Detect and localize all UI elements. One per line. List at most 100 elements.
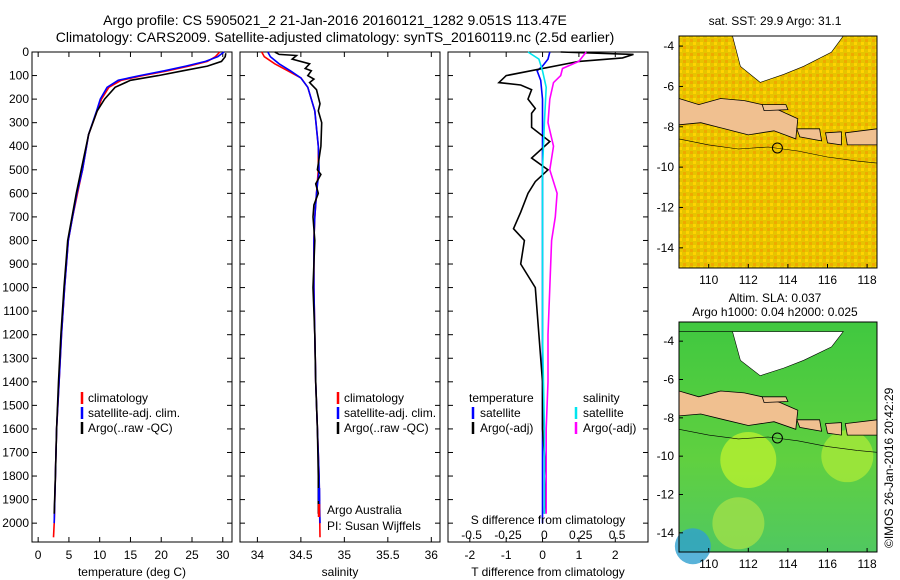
series-line	[274, 51, 323, 514]
y-tick-label: 1300	[2, 351, 29, 365]
x-tick-label: 110	[699, 557, 718, 571]
x-tick-label: 110	[699, 273, 718, 287]
y-tick-label: -8	[663, 120, 674, 134]
series-line	[53, 53, 227, 514]
x-tick-label: 112	[739, 273, 758, 287]
map-title-sst: sat. SST: 29.9 Argo: 31.1	[709, 14, 842, 28]
x-tick-label: -2	[464, 548, 475, 562]
x-tick-label: 116	[818, 273, 837, 287]
legend-label: climatology	[88, 391, 148, 405]
figure-title-line2: Climatology: CARS2009. Satellite-adjuste…	[55, 29, 615, 45]
y-tick-label: 200	[9, 92, 29, 106]
y-tick-label: -14	[657, 241, 675, 255]
y-tick-label: 1500	[2, 398, 29, 412]
x-tick-label: 112	[739, 557, 758, 571]
x-tick-label: 35	[338, 548, 352, 562]
y-tick-label: 1400	[2, 375, 29, 389]
island-lombok	[825, 131, 842, 146]
y-tick-label: 400	[9, 139, 29, 153]
y-tick-label: 2000	[2, 516, 29, 530]
x-tick-label: 118	[858, 557, 877, 571]
map-panel-2: 110 112 114 116 118 -4 -6 -8 -10 -12 -14 Altim. SLA…	[657, 291, 878, 571]
x-tick-label-secondary: -0.5	[461, 528, 482, 542]
y-tick-label: 300	[9, 116, 29, 130]
x-axis-label: T difference from climatology	[471, 565, 625, 579]
x-tick-label: 114	[778, 273, 797, 287]
y-tick-label: 0	[22, 45, 29, 59]
x-tick-label-secondary: 0	[541, 528, 548, 542]
x-tick-label: 5	[66, 548, 73, 562]
y-tick-label: -4	[663, 334, 674, 348]
y-tick-label: 1100	[3, 304, 29, 318]
y-tick-label: -8	[663, 411, 674, 425]
credit-text: ©IMOS 26-Jan-2016 20:42:29	[882, 387, 896, 548]
sla-anomaly-blob	[674, 528, 711, 565]
map-title-sla: Altim. SLA: 0.037	[729, 291, 822, 305]
x-tick-label: 15	[124, 548, 138, 562]
sea-contour	[679, 331, 844, 377]
island-sumbawa	[844, 128, 877, 146]
sla-anomaly-blob	[720, 432, 777, 488]
y-tick-label: 500	[9, 163, 29, 177]
argo-position-marker	[771, 142, 783, 154]
x-tick-label: 0	[35, 548, 42, 562]
legend-label: Argo(..raw -QC)	[344, 421, 429, 435]
plot-frame	[447, 51, 649, 543]
y-tick-label: -12	[657, 488, 675, 502]
legend-title-salinity: salinity	[583, 391, 620, 405]
y-tick-label: -6	[663, 79, 674, 93]
legend-label: Argo(-adj)	[480, 421, 533, 435]
x-tick-label: 36	[425, 548, 439, 562]
x-tick-label: 35.5	[376, 548, 400, 562]
x-tick-label: 1	[576, 548, 583, 562]
x-tick-label: 114	[778, 557, 797, 571]
x-tick-label: 2	[612, 548, 619, 562]
sla-anomaly-blob	[821, 430, 874, 483]
legend-label: climatology	[344, 391, 404, 405]
y-tick-label: 700	[9, 210, 29, 224]
legend-label: Argo(-adj)	[583, 421, 636, 435]
land-layer	[679, 36, 877, 164]
island-sumbawa	[844, 419, 877, 436]
legend-label: Argo(..raw -QC)	[88, 421, 173, 435]
depth-contour	[679, 138, 877, 164]
x-axis-label: salinity	[322, 565, 359, 579]
annotation-text: PI: Susan Wijffels	[327, 519, 421, 533]
figure-title-line1: Argo profile: CS 5905021_2 21-Jan-2016 2…	[103, 12, 567, 28]
y-tick-label: 1700	[2, 445, 29, 459]
series-line	[545, 51, 587, 514]
y-tick-label: 1900	[2, 493, 29, 507]
profile-panel-2: 34 34.5 35 35.5 36 salinity climatologysatelli…	[239, 51, 441, 579]
island-lombok	[825, 422, 842, 436]
legend-label: satellite	[583, 406, 624, 420]
series-line	[497, 51, 634, 514]
sla-anomaly-blob	[712, 497, 765, 550]
x-tick-label: 118	[858, 273, 877, 287]
y-tick-label: 800	[9, 233, 29, 247]
series-line	[527, 51, 548, 514]
island-madura	[761, 396, 789, 403]
y-tick-label: -6	[663, 373, 674, 387]
plot-frame	[239, 51, 441, 543]
y-tick-label: 900	[9, 257, 29, 271]
x-tick-label: 116	[818, 557, 837, 571]
depth-contour	[679, 429, 877, 453]
x-tick-label: 25	[185, 548, 199, 562]
legend-label: satellite-adj. clim.	[88, 406, 180, 420]
y-tick-label: -4	[663, 39, 674, 53]
x-tick-label: 20	[155, 548, 169, 562]
legend-label: satellite	[480, 406, 521, 420]
legend-title-temperature: temperature	[469, 391, 534, 405]
y-tick-label: 1000	[2, 281, 29, 295]
y-tick-label: -14	[657, 526, 675, 540]
x-tick-label: 34.5	[289, 548, 313, 562]
x-tick-label: 30	[216, 548, 230, 562]
y-tick-label: 1600	[2, 422, 29, 436]
map-frame	[678, 35, 878, 269]
y-tick-label: -12	[657, 200, 675, 214]
y-tick-label: -10	[657, 160, 675, 174]
y-tick-label: 600	[9, 186, 29, 200]
y-tick-label: -10	[657, 449, 675, 463]
legend-label: satellite-adj. clim.	[344, 406, 436, 420]
